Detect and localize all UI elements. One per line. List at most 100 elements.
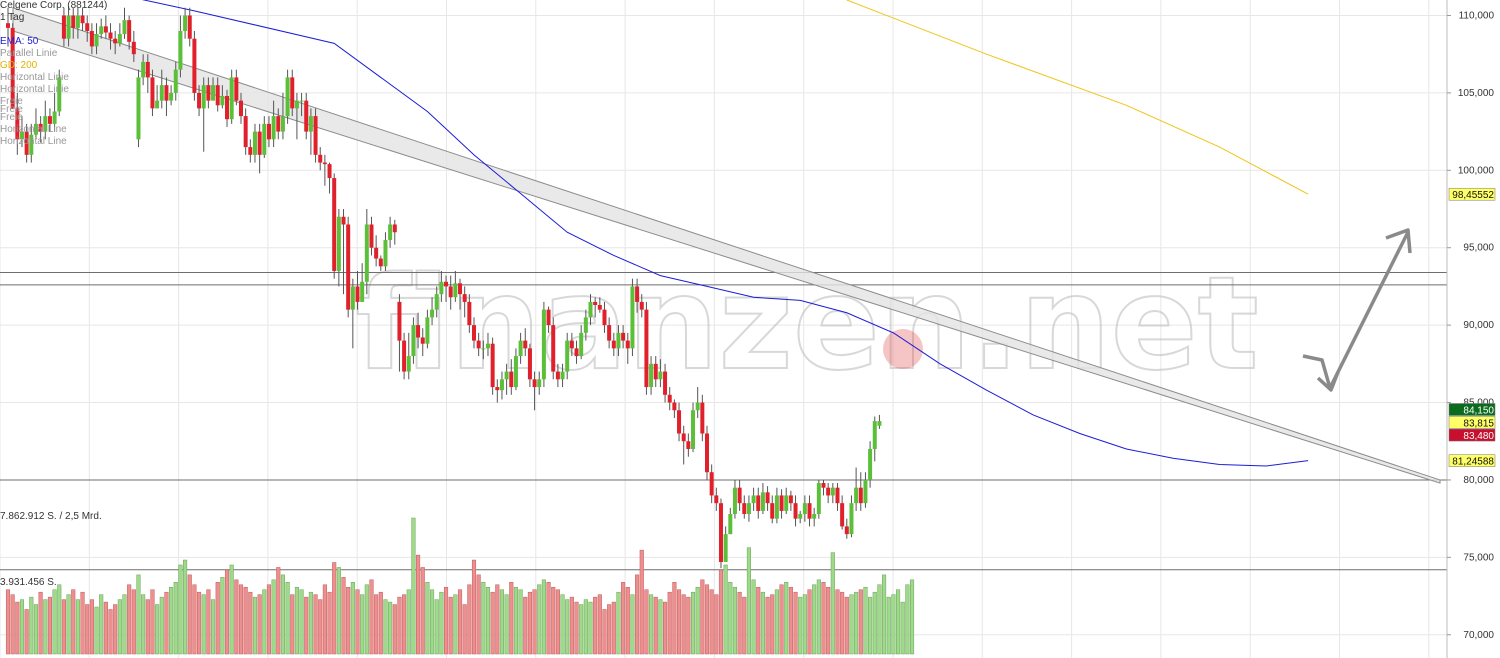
volume-bar	[266, 584, 272, 655]
candle-body	[555, 371, 560, 380]
volume-bar	[57, 584, 62, 655]
volume-mid-label: 3.931.456 S.	[0, 577, 57, 588]
volume-bar	[215, 582, 220, 655]
candle-body	[318, 154, 323, 163]
legend-gd200[interactable]: GD: 200	[0, 60, 38, 71]
candle-body	[336, 216, 341, 271]
candle-body	[411, 325, 416, 357]
candle-body	[700, 402, 705, 434]
volume-bar	[248, 591, 253, 655]
candle-body	[136, 77, 141, 140]
legend-horizontal-2[interactable]: Horizontal Linie	[0, 84, 69, 95]
volume-bar	[402, 594, 407, 655]
volume-bar	[672, 582, 677, 655]
candle-body	[802, 503, 807, 515]
volume-bar	[276, 567, 281, 655]
watermark-dot	[883, 329, 923, 369]
candle-body	[299, 100, 304, 102]
candle-body	[849, 503, 854, 535]
volume-bar	[471, 559, 477, 655]
candle-body	[197, 92, 202, 109]
legend-misc-1[interactable]: Freie	[0, 96, 23, 104]
legend-horizontal-1[interactable]: Horizontal Linie	[0, 72, 69, 83]
legend-misc-3[interactable]: Freie	[0, 112, 23, 120]
candle-body	[131, 41, 136, 55]
volume-bar	[709, 589, 714, 655]
volume-bar	[896, 589, 901, 655]
volume-bar	[453, 594, 458, 655]
volume-bar	[360, 594, 365, 655]
legend-horizontal-4[interactable]: Horizontal Line	[0, 136, 67, 147]
volume-bar	[765, 596, 770, 655]
y-tick-label: 80,000	[1463, 475, 1494, 486]
candle-body	[80, 15, 85, 24]
candle-body	[872, 421, 877, 449]
candle-body	[108, 32, 113, 39]
candle-body	[52, 111, 57, 124]
trend-channel[interactable]	[12, 7, 1441, 484]
y-tick-label: 70,000	[1463, 630, 1494, 641]
volume-bar	[257, 594, 262, 655]
volume-bar	[280, 574, 285, 655]
candle-body	[103, 26, 108, 33]
close-price-tag: 83,815	[1463, 418, 1494, 429]
volume-bar	[122, 594, 127, 655]
legend-misc-2[interactable]: Freie	[0, 104, 23, 112]
volume-bar	[308, 591, 313, 655]
volume-bar	[714, 594, 719, 655]
candle-body	[346, 224, 351, 310]
candle-body	[714, 495, 719, 504]
volume-bar	[877, 584, 882, 655]
volume-bar	[290, 594, 295, 655]
candle-body	[751, 495, 756, 504]
volume-bar	[322, 584, 327, 655]
candle-body	[364, 224, 369, 282]
volume-bar	[788, 586, 793, 655]
volume-bar	[523, 596, 528, 655]
candle-body	[621, 332, 626, 341]
candle-body	[122, 20, 127, 35]
candle-body	[504, 371, 509, 380]
volume-bar	[66, 594, 71, 655]
volume-bar	[313, 594, 318, 655]
volume-bar	[29, 596, 34, 655]
volume-bar	[760, 591, 765, 655]
volume-bar	[392, 604, 397, 655]
chart-legend: Celgene Corp. (881244) 1 Tag EMA: 50 Par…	[0, 0, 107, 148]
projection-arrow[interactable]	[1302, 228, 1412, 392]
legend-ema[interactable]: EMA: 50	[0, 36, 39, 47]
candle-body	[476, 340, 481, 349]
horizontal-lines	[0, 271, 1447, 571]
volume-bars	[5, 517, 915, 655]
volume-bar	[10, 594, 15, 655]
volume-bar	[779, 584, 784, 655]
candle-body	[830, 487, 835, 496]
volume-bar	[141, 594, 146, 655]
candle-body	[159, 85, 164, 101]
ema-price-tag: 81,24588	[1452, 457, 1494, 468]
volume-bar	[909, 579, 915, 655]
volume-bar	[723, 564, 728, 655]
candle-body	[513, 356, 518, 388]
volume-bar	[183, 559, 188, 655]
legend-horizontal-3[interactable]: Horizontal Line	[0, 124, 67, 135]
volume-bar	[872, 591, 877, 655]
legend-parallel[interactable]: Parallel Linie	[0, 48, 58, 59]
volume-bar	[770, 594, 775, 655]
candle-body	[388, 224, 393, 240]
volume-bar	[611, 601, 616, 655]
candle-body	[877, 421, 882, 426]
volume-bar	[229, 564, 234, 655]
candle-body	[304, 100, 309, 132]
volume-bar	[863, 586, 868, 655]
candle-body	[322, 162, 327, 165]
candle-body	[774, 495, 779, 519]
volume-bar	[169, 586, 174, 655]
volume-bar	[294, 586, 299, 655]
candle-body	[798, 514, 803, 519]
ema50-line	[141, 0, 1309, 467]
candle-body	[341, 216, 346, 225]
candle-body	[532, 379, 537, 388]
high-price-tag-bg	[1448, 403, 1496, 416]
